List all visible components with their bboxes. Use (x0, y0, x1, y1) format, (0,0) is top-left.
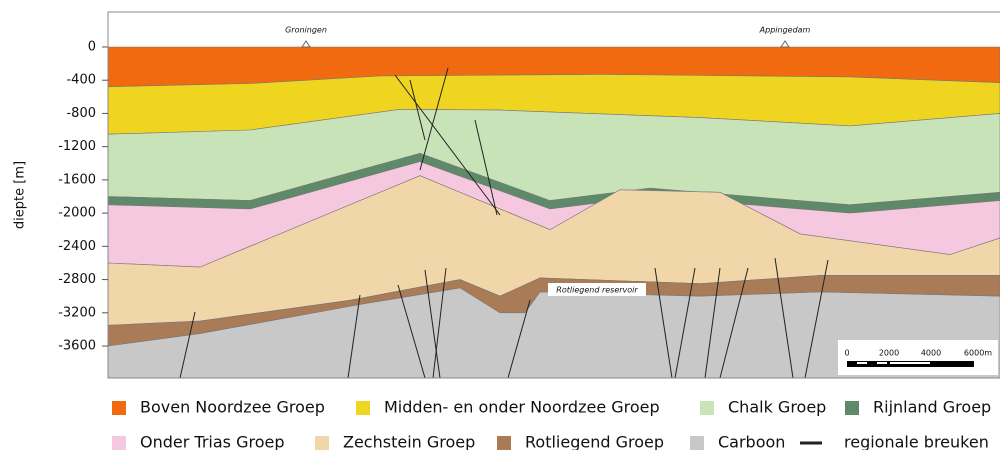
y-tick-label: -1200 (58, 139, 96, 154)
legend-swatch (356, 401, 370, 415)
y-tick-label: -400 (66, 73, 96, 88)
legend-label: regionale breuken (844, 433, 989, 450)
reservoir-label: Rotliegend reservoir (556, 286, 638, 295)
scale-label: 4000 (921, 349, 941, 358)
legend-label: Chalk Groep (728, 398, 826, 417)
y-tick-label: -2400 (58, 239, 96, 254)
legend-label: Onder Trias Groep (140, 433, 284, 450)
y-tick-label: -800 (66, 106, 96, 121)
place-marker (781, 41, 789, 47)
y-tick-label: -3600 (58, 339, 96, 354)
plot-area (108, 47, 1000, 378)
legend-label: Rotliegend Groep (525, 433, 664, 450)
legend-swatch (315, 436, 329, 450)
legend-label: Carboon (718, 433, 785, 450)
place-label: Groningen (285, 26, 327, 35)
legend-label: Zechstein Groep (343, 433, 475, 450)
legend-swatch (700, 401, 714, 415)
legend-swatch (112, 401, 126, 415)
place-label: Appingedam (759, 26, 811, 35)
y-tick-label: -1600 (58, 172, 96, 187)
chart: diepte [m] Groningen Appingedam Rotliege… (0, 0, 1000, 450)
legend-swatch (112, 436, 126, 450)
legend-label: Rijnland Groep (873, 398, 991, 417)
place-marker (302, 41, 310, 47)
y-axis-label: diepte [m] (13, 161, 28, 229)
legend-swatch (497, 436, 511, 450)
scale-label: 0 (844, 349, 849, 358)
legend-label: Boven Noordzee Groep (140, 398, 325, 417)
scale-bar (847, 361, 974, 367)
y-tick-label: -3200 (58, 305, 96, 320)
legend-label: Midden- en onder Noordzee Groep (384, 398, 660, 417)
y-tick-label: -2800 (58, 272, 96, 287)
y-tick-label: 0 (88, 39, 96, 54)
scale-label: 6000m (964, 349, 992, 358)
legend-swatch (690, 436, 704, 450)
y-tick-label: -2000 (58, 206, 96, 221)
legend-swatch (845, 401, 859, 415)
scale-box (838, 340, 998, 375)
scale-label: 2000 (879, 349, 899, 358)
